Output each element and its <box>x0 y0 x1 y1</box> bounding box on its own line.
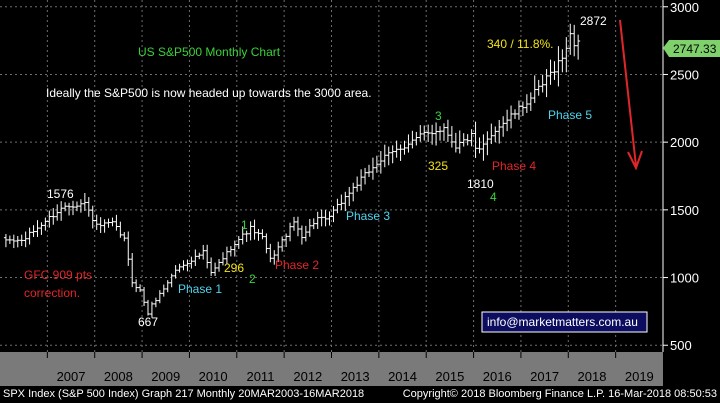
x-tick-label: 2014 <box>388 369 417 384</box>
x-tick-label: 2007 <box>57 369 86 384</box>
label-wave-3: 3 <box>435 109 442 123</box>
y-tick-label: 1000 <box>670 271 699 286</box>
grid-lines <box>0 0 663 352</box>
projection-arrow-head <box>627 150 643 171</box>
label-high-2007: 1576 <box>47 187 74 201</box>
label-gain: 340 / 11.8%. <box>487 37 554 51</box>
last-price-value: 2747.33 <box>673 42 717 56</box>
label-low-2016: 1810 <box>467 177 494 191</box>
label-high-2018: 2872 <box>580 14 607 28</box>
label-296: 296 <box>224 261 244 275</box>
label-gfc-line2: correction. <box>24 286 80 300</box>
y-axis-area <box>663 0 720 386</box>
x-tick-label: 2019 <box>625 369 654 384</box>
y-tick-label: 500 <box>670 338 692 353</box>
footer-left: SPX Index (S&P 500 Index) Graph 217 Mont… <box>3 388 365 400</box>
x-tick-label: 2011 <box>246 369 274 384</box>
sp500-monthly-chart: 2007 2008 2009 2010 2011 2012 2013 2014 2015 2016… <box>0 0 720 386</box>
label-wave-1: 1 <box>241 218 248 232</box>
last-price-tag: 2747.33 <box>663 40 720 57</box>
x-axis: 2007 2008 2009 2010 2011 2012 2013 2014 2015 2016… <box>46 352 654 384</box>
x-tick-label: 2018 <box>578 369 607 384</box>
footer-right: Copyright© 2018 Bloomberg Finance L.P. 1… <box>402 388 717 400</box>
y-tick-label: 2000 <box>670 135 699 150</box>
footer-bar: SPX Index (S&P 500 Index) Graph 217 Mont… <box>0 386 720 403</box>
projection-arrow-line <box>619 19 637 167</box>
x-tick-label: 2009 <box>151 369 180 384</box>
label-phase-5: Phase 5 <box>548 108 592 122</box>
x-tick-label: 2016 <box>483 369 512 384</box>
x-tick-label: 2017 <box>530 369 559 384</box>
y-tick-label: 2500 <box>670 67 699 82</box>
email-text: info@marketmatters.com.au <box>487 315 638 329</box>
label-gfc-line1: GFC 909 pts <box>24 268 92 282</box>
last-price-tag-shape <box>663 40 720 57</box>
candle-series <box>3 23 581 318</box>
chart-subtitle: Ideally the S&P500 is now headed up towa… <box>46 86 372 100</box>
y-tick-label: 1500 <box>670 203 699 218</box>
label-phase-4: Phase 4 <box>492 159 536 173</box>
y-tick-label: 3000 <box>670 0 699 15</box>
email-box <box>481 311 648 333</box>
x-tick-label: 2008 <box>104 369 133 384</box>
label-wave-2: 2 <box>249 272 256 286</box>
label-wave-4: 4 <box>490 190 497 204</box>
chart-title: US S&P500 Monthly Chart <box>138 45 281 59</box>
x-tick-label: 2013 <box>341 369 370 384</box>
label-phase-3: Phase 3 <box>346 209 390 223</box>
label-phase-2: Phase 2 <box>275 258 319 272</box>
x-tick-label: 2010 <box>199 369 228 384</box>
y-axis: 500 1000 1500 2000 2500 3000 <box>662 0 699 353</box>
email-watermark: info@marketmatters.com.au <box>481 311 648 333</box>
label-325: 325 <box>428 159 448 173</box>
x-tick-label: 2012 <box>293 369 322 384</box>
label-phase-1: Phase 1 <box>178 282 222 296</box>
label-low-2009: 667 <box>138 315 158 329</box>
x-tick-label: 2015 <box>435 369 464 384</box>
